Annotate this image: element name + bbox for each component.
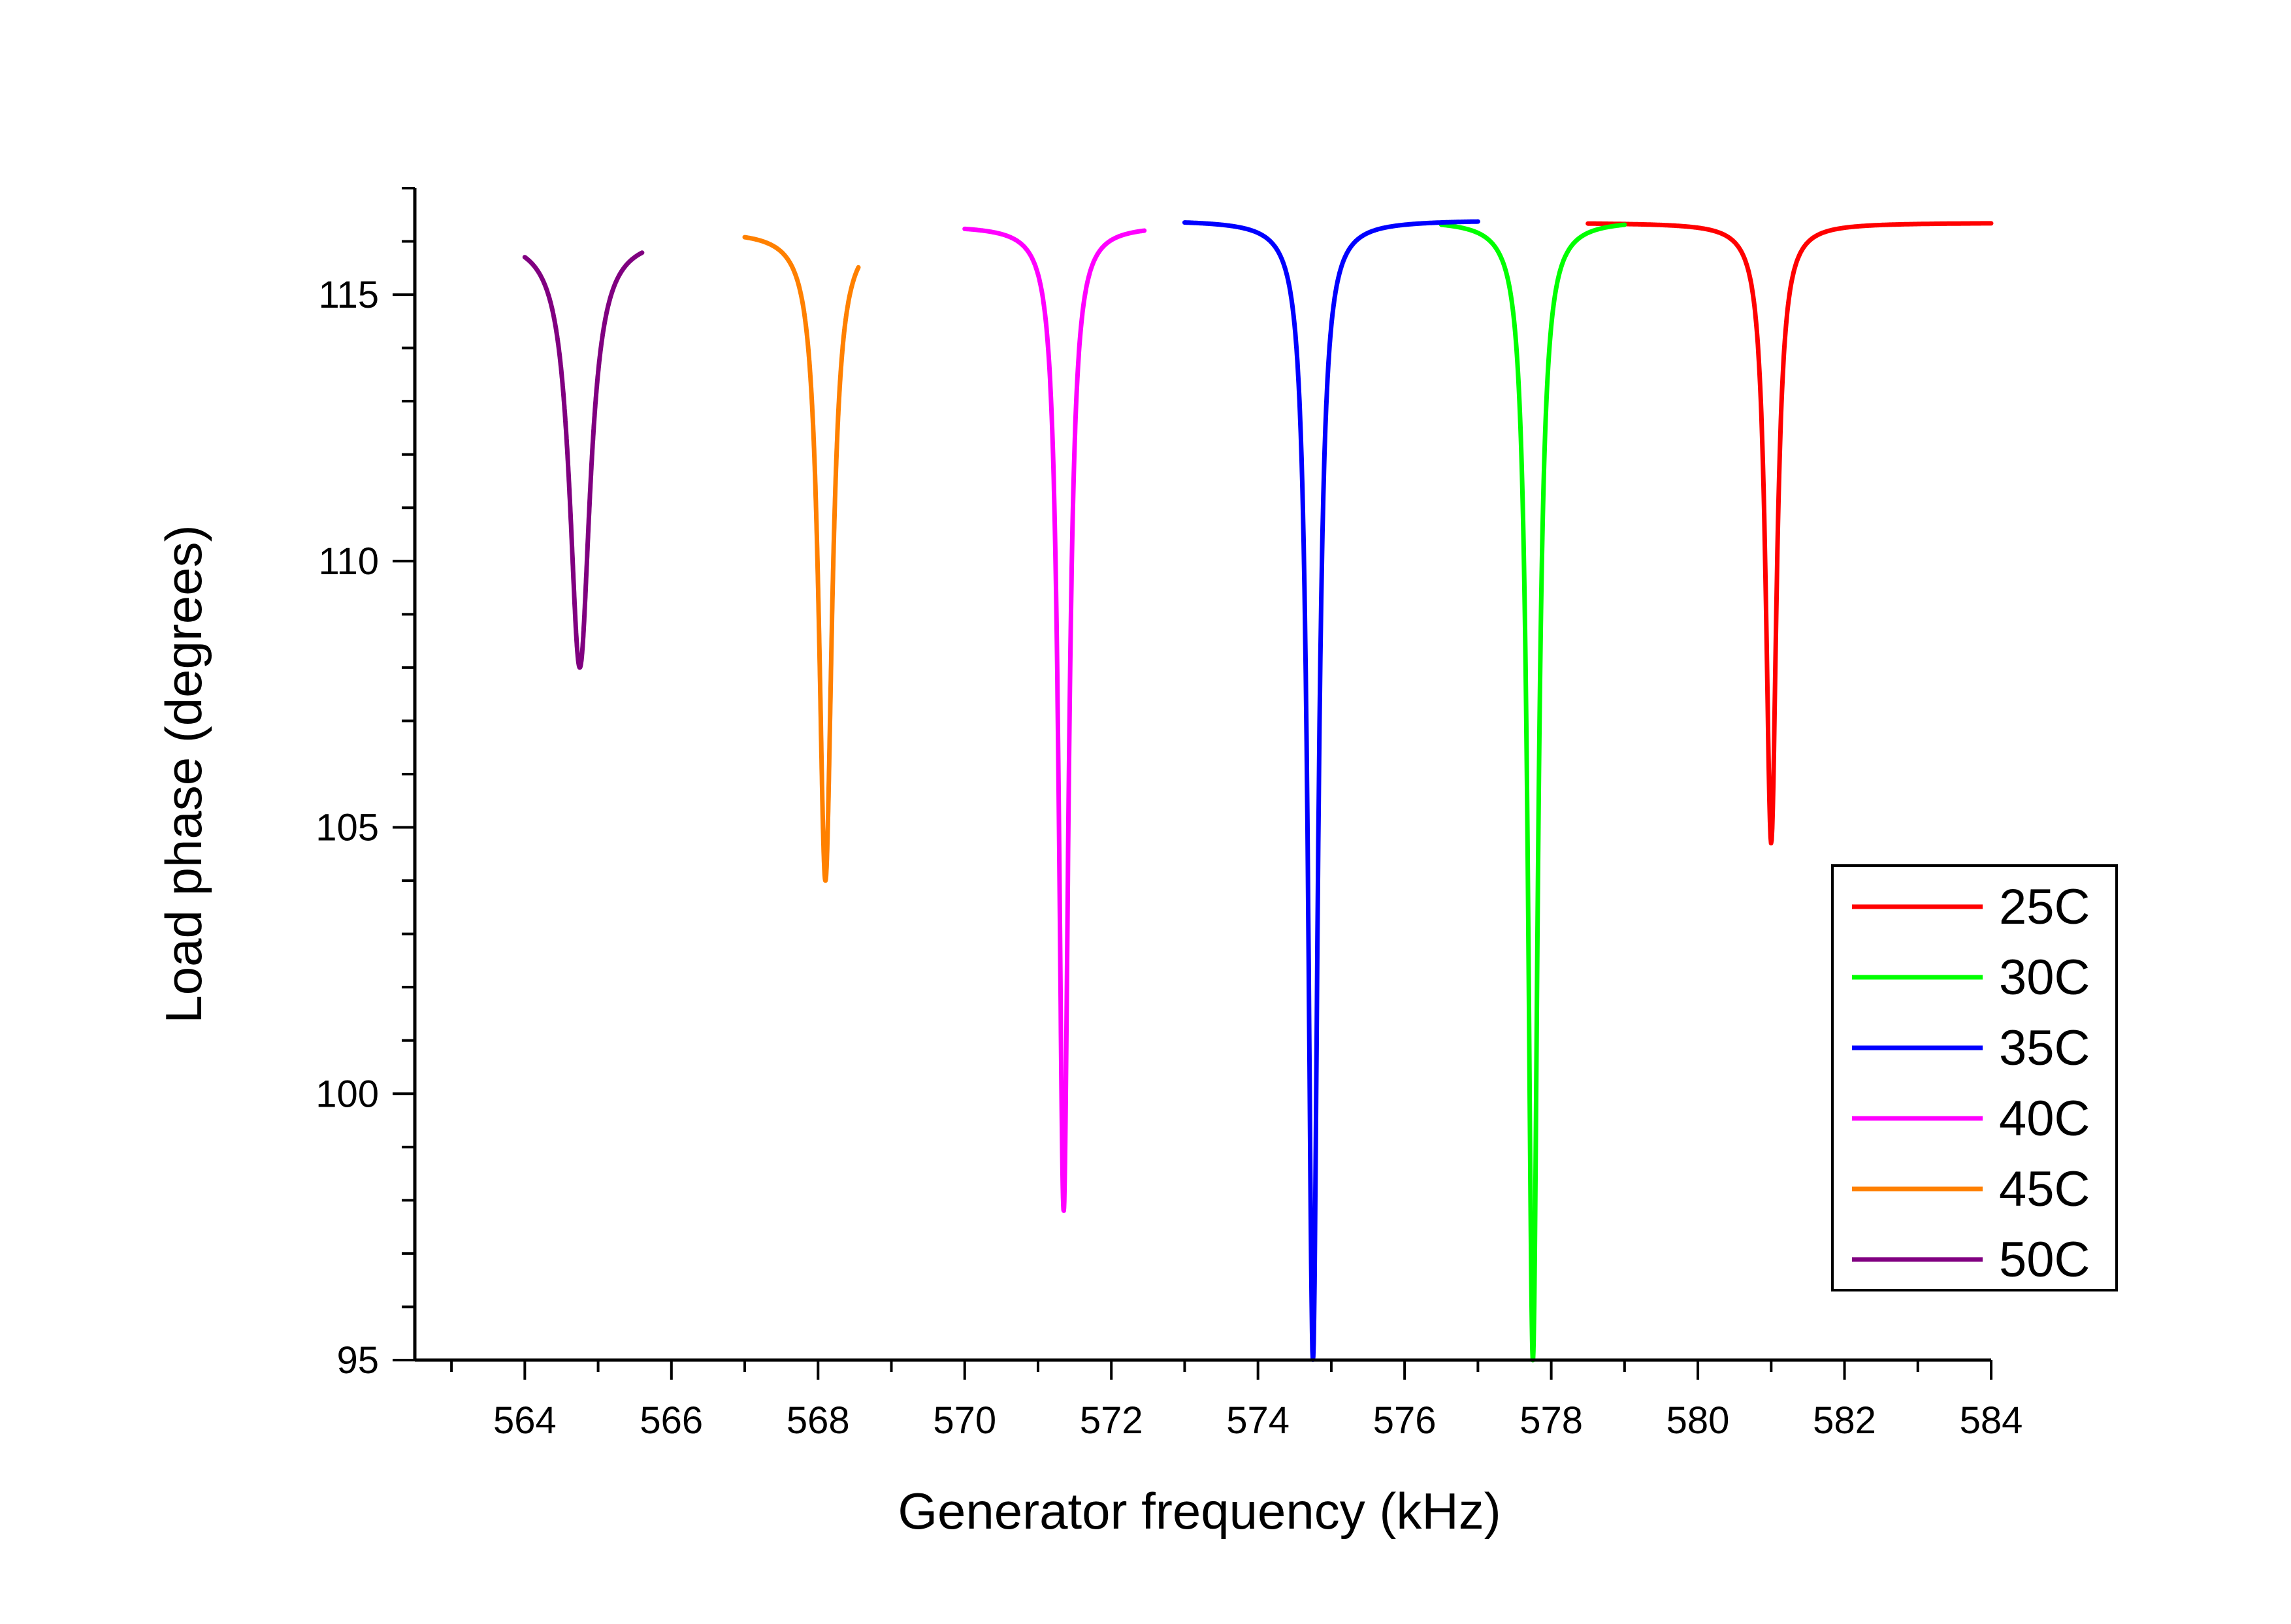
x-tick-label-574: 574 <box>1226 1399 1290 1442</box>
series-layer <box>522 219 1994 1363</box>
y-tick-label-115: 115 <box>319 274 379 316</box>
legend-label-45C: 45C <box>1999 1161 2090 1217</box>
x-tick-label-576: 576 <box>1373 1399 1437 1442</box>
x-tick-label-564: 564 <box>493 1399 557 1442</box>
legend-box <box>1831 864 2118 1291</box>
series-line-50C <box>522 250 645 670</box>
y-tick-label-110: 110 <box>319 540 379 583</box>
series-line-40C <box>962 226 1147 1213</box>
y-axis-label: Load phase (degrees) <box>155 525 212 1023</box>
legend-label-40C: 40C <box>1999 1091 2090 1146</box>
y-tick-label-105: 105 <box>316 807 379 849</box>
legend: 25C 30C 35C 40C 45C 50C <box>1831 864 2118 1291</box>
x-tick-label-568: 568 <box>787 1399 850 1442</box>
series-line-35C <box>1182 219 1480 1362</box>
x-tick-label-572: 572 <box>1080 1399 1143 1442</box>
series-line-30C <box>1438 222 1627 1363</box>
x-axis-label: Generator frequency (kHz) <box>898 1482 1501 1540</box>
y-tick-label-95: 95 <box>336 1339 379 1382</box>
x-tick-label-584: 584 <box>1960 1399 2023 1442</box>
legend-label-30C: 30C <box>1999 950 2090 1005</box>
legend-label-50C: 50C <box>1999 1232 2090 1288</box>
legend-label-35C: 35C <box>1999 1020 2090 1076</box>
legend-label-25C: 25C <box>1999 879 2090 935</box>
series-line-45C <box>742 235 861 883</box>
y-tick-label-100: 100 <box>316 1073 379 1115</box>
x-tick-label-580: 580 <box>1666 1399 1730 1442</box>
axes-layer: 564 566 568 570 572 574 576 578 580 582 584 95 100 10… <box>316 187 2023 1442</box>
x-tick-label-578: 578 <box>1519 1399 1583 1442</box>
x-tick-label-582: 582 <box>1813 1399 1876 1442</box>
series-line-25C <box>1585 221 1994 846</box>
x-tick-label-566: 566 <box>640 1399 703 1442</box>
x-tick-label-570: 570 <box>933 1399 996 1442</box>
